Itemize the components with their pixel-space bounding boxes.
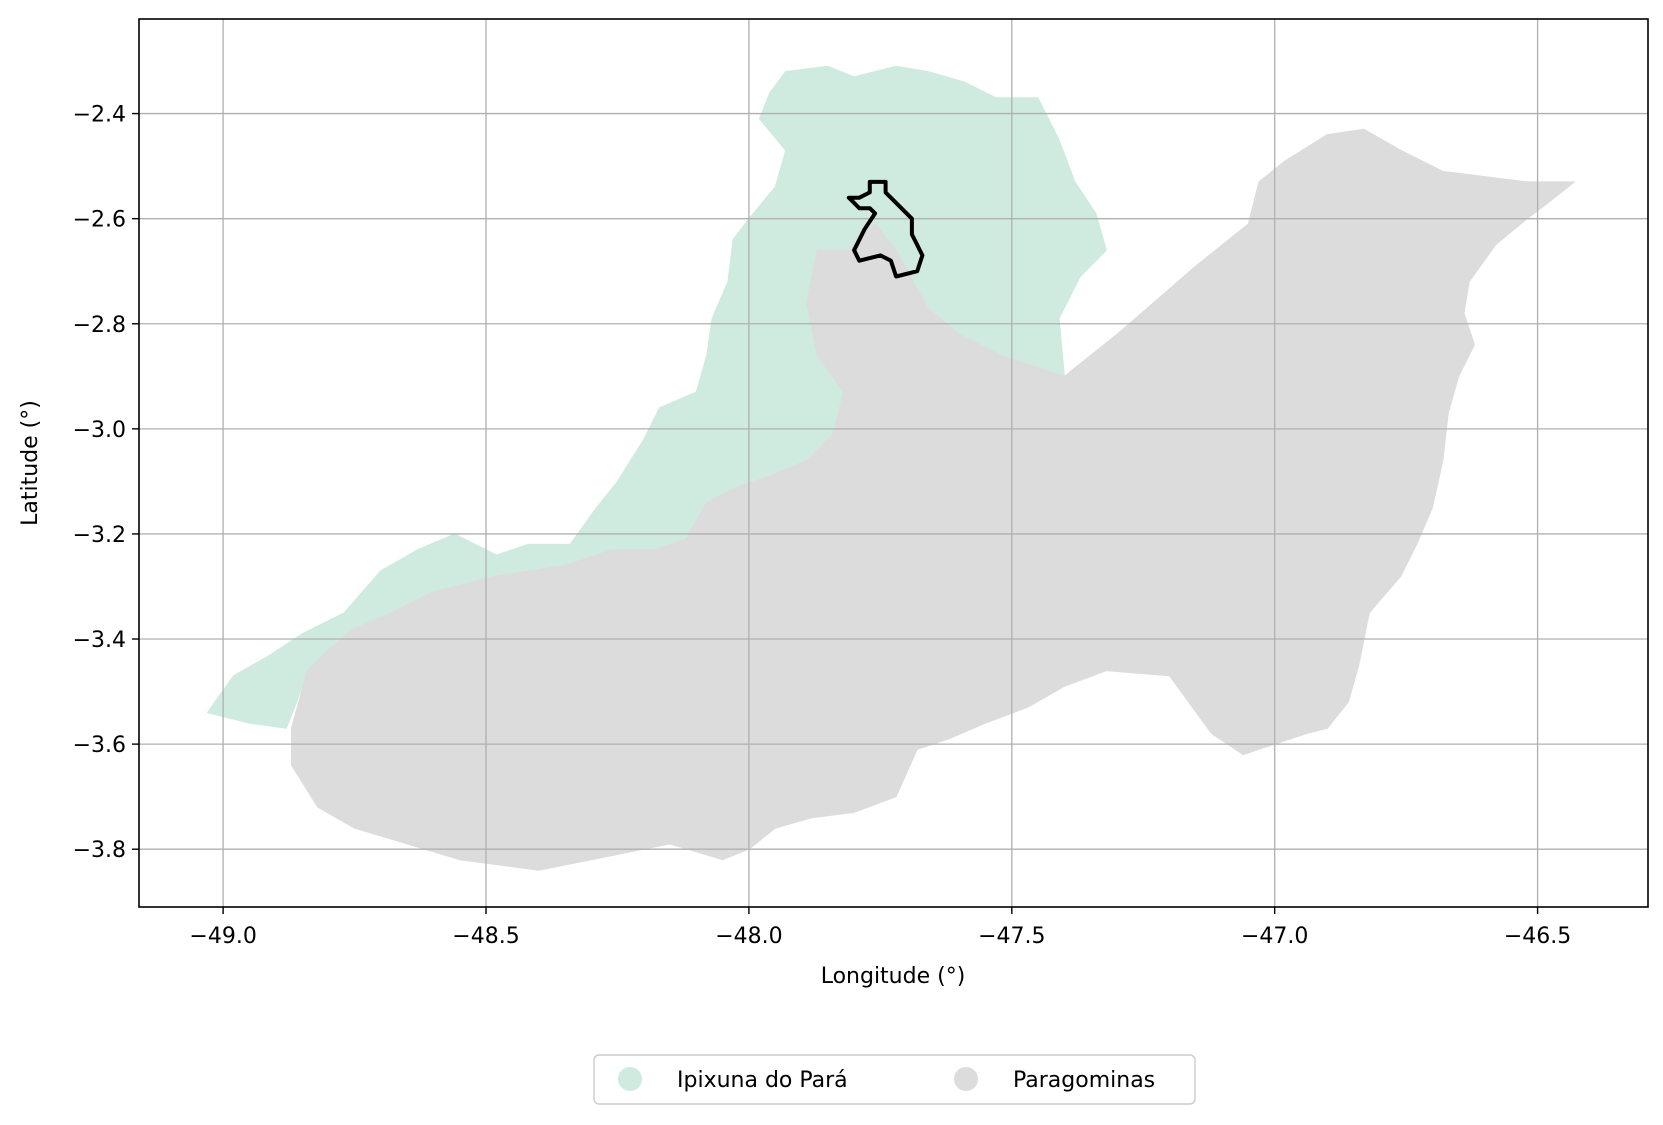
legend-label-ipixuna: Ipixuna do Pará <box>677 1068 848 1093</box>
axes-frame <box>138 18 1649 908</box>
x-axis-label: Longitude (°) <box>821 964 966 989</box>
outline-layer <box>846 179 925 279</box>
y-tick-label: −2.6 <box>73 208 126 233</box>
y-tick-label: −2.8 <box>73 313 126 338</box>
plot-area <box>138 18 1649 908</box>
y-axis-label: Latitude (°) <box>18 400 43 526</box>
legend-frame <box>593 1054 1196 1105</box>
legend: Ipixuna do Pará Paragominas <box>593 1054 1196 1105</box>
legend-label-paragominas: Paragominas <box>1013 1068 1155 1093</box>
y-tick-label: −3.4 <box>73 628 126 653</box>
x-tick-label: −49.0 <box>189 924 256 949</box>
boundary-outline <box>846 179 925 279</box>
legend-marker-ipixuna <box>618 1067 642 1091</box>
grid-layer <box>139 19 1648 907</box>
y-tick-label: −2.4 <box>73 103 126 128</box>
legend-marker-paragominas <box>954 1067 978 1091</box>
x-tick-label: −46.5 <box>1504 924 1571 949</box>
regions-layer <box>206 65 1575 871</box>
x-tick-label: −47.5 <box>978 924 1045 949</box>
y-tick-label: −3.6 <box>73 733 126 758</box>
y-tick-label: −3.2 <box>73 523 126 548</box>
y-axis-ticks: −2.4 −2.6 −2.8 −3.0 −3.2 −3.4 −3.6 −3.8 <box>73 103 139 863</box>
y-tick-label: −3.0 <box>73 418 126 443</box>
x-tick-label: −48.5 <box>452 924 519 949</box>
x-tick-label: −47.0 <box>1241 924 1308 949</box>
y-tick-label: −3.8 <box>73 838 126 863</box>
x-axis-ticks: −49.0 −48.5 −48.0 −47.5 −47.0 −46.5 <box>189 907 1571 949</box>
region-paragominas <box>291 128 1575 871</box>
x-tick-label: −48.0 <box>715 924 782 949</box>
